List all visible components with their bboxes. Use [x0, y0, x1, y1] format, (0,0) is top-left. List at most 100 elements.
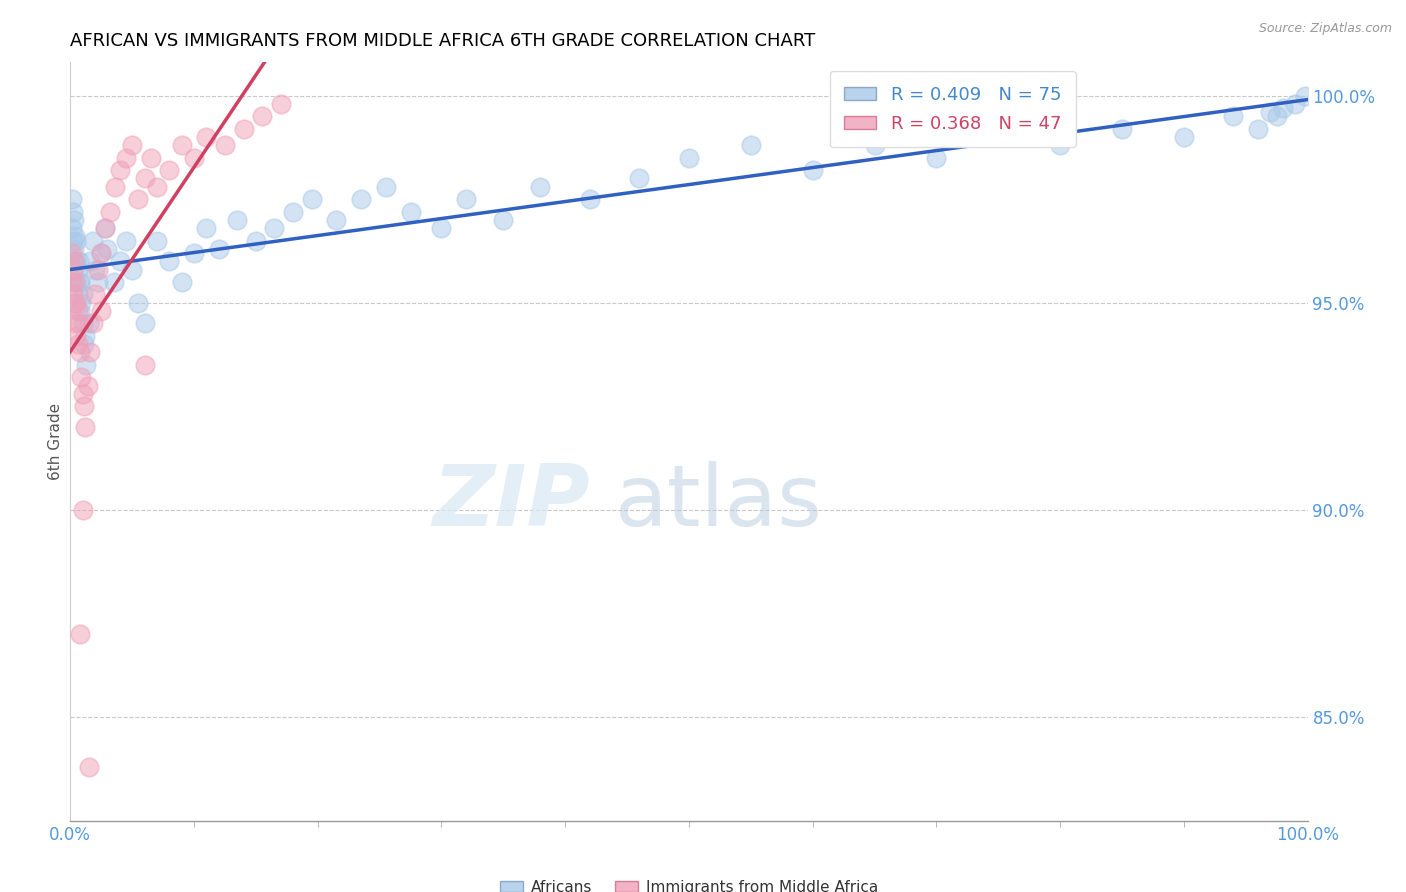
Point — [65, 254, 87, 268]
Point — [60, 221, 83, 235]
Point — [62, 287, 84, 301]
Text: ZIP: ZIP — [432, 460, 591, 544]
Legend: Africans, Immigrants from Middle Africa: Africans, Immigrants from Middle Africa — [494, 874, 884, 892]
Point — [146, 179, 169, 194]
Point — [579, 192, 602, 206]
Point — [740, 138, 762, 153]
Point — [1265, 109, 1288, 123]
Point — [86, 262, 108, 277]
Point — [139, 151, 162, 165]
Point — [75, 329, 97, 343]
Text: Source: ZipAtlas.com: Source: ZipAtlas.com — [1258, 22, 1392, 36]
Point — [63, 262, 86, 277]
Point — [73, 337, 96, 351]
Point — [863, 138, 886, 153]
Point — [245, 234, 267, 248]
Point — [183, 151, 205, 165]
Point — [65, 229, 87, 244]
Point — [1247, 121, 1270, 136]
Point — [62, 262, 84, 277]
Point — [72, 317, 94, 331]
Point — [103, 275, 125, 289]
Point — [1294, 88, 1316, 103]
Point — [134, 317, 156, 331]
Point — [134, 358, 156, 372]
Point — [60, 246, 83, 260]
Point — [75, 358, 97, 372]
Point — [1222, 109, 1244, 123]
Point — [60, 275, 83, 289]
Point — [90, 246, 112, 260]
Point — [925, 151, 948, 165]
Text: AFRICAN VS IMMIGRANTS FROM MIDDLE AFRICA 6TH GRADE CORRELATION CHART: AFRICAN VS IMMIGRANTS FROM MIDDLE AFRICA… — [70, 32, 815, 50]
Point — [98, 204, 121, 219]
Point — [1271, 101, 1294, 115]
Point — [63, 213, 86, 227]
Point — [65, 254, 87, 268]
Point — [90, 304, 112, 318]
Point — [84, 262, 107, 277]
Point — [801, 163, 824, 178]
Point — [195, 221, 218, 235]
Point — [66, 287, 89, 301]
Point — [104, 179, 127, 194]
Point — [987, 130, 1010, 145]
Point — [214, 138, 236, 153]
Point — [96, 242, 118, 256]
Point — [67, 275, 90, 289]
Point — [94, 221, 117, 235]
Point — [82, 317, 104, 331]
Point — [69, 627, 91, 641]
Point — [1049, 138, 1071, 153]
Point — [121, 262, 143, 277]
Point — [65, 275, 87, 289]
Point — [82, 234, 104, 248]
Point — [90, 246, 112, 260]
Point — [79, 345, 101, 359]
Point — [374, 179, 396, 194]
Point — [146, 234, 169, 248]
Point — [65, 317, 87, 331]
Point — [63, 242, 86, 256]
Point — [208, 242, 231, 256]
Point — [86, 275, 108, 289]
Point — [72, 287, 94, 301]
Point — [62, 234, 84, 248]
Point — [195, 130, 218, 145]
Point — [529, 179, 551, 194]
Point — [60, 192, 83, 206]
Point — [66, 304, 89, 318]
Point — [63, 254, 86, 268]
Point — [65, 295, 87, 310]
Point — [430, 221, 453, 235]
Point — [72, 503, 94, 517]
Point — [108, 163, 131, 178]
Point — [170, 138, 193, 153]
Point — [70, 370, 93, 384]
Point — [170, 275, 193, 289]
Point — [456, 192, 478, 206]
Point — [79, 254, 101, 268]
Point — [70, 295, 93, 310]
Point — [127, 295, 149, 310]
Point — [115, 234, 138, 248]
Point — [350, 192, 373, 206]
Point — [325, 213, 347, 227]
Point — [65, 329, 87, 343]
Point — [127, 192, 149, 206]
Point — [1284, 96, 1306, 111]
Text: atlas: atlas — [614, 460, 823, 544]
Point — [232, 121, 254, 136]
Point — [63, 295, 86, 310]
Point — [1260, 105, 1282, 120]
Point — [115, 151, 138, 165]
Point — [108, 254, 131, 268]
Point — [72, 387, 94, 401]
Point — [1173, 130, 1195, 145]
Point — [67, 317, 90, 331]
Y-axis label: 6th Grade: 6th Grade — [48, 403, 63, 480]
Point — [73, 400, 96, 414]
Point — [121, 138, 143, 153]
Point — [77, 760, 100, 774]
Point — [84, 287, 107, 301]
